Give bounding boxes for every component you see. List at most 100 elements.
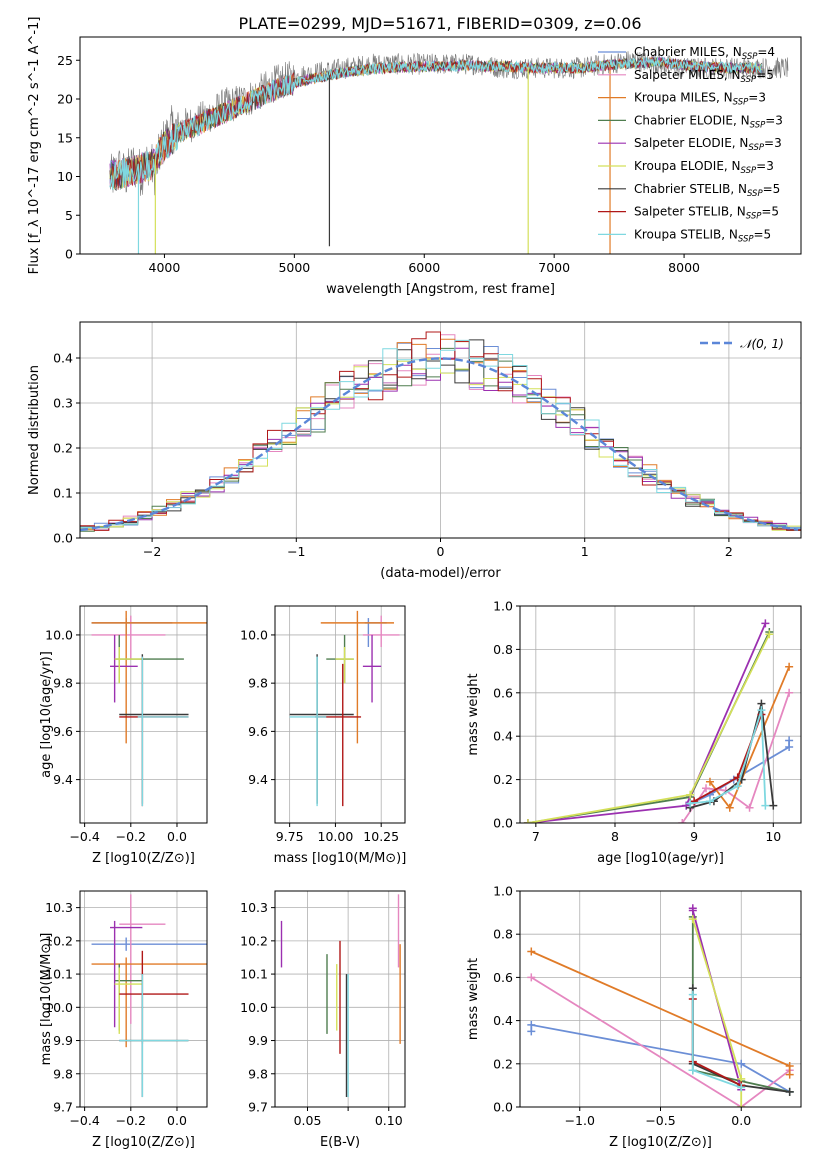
legend-entry: Chabrier STELIB, NSSP=5 [634, 182, 780, 199]
y-tick-label: 5 [65, 208, 73, 223]
x-axis-label: Z [log10(Z/Z⊙)] [92, 1135, 195, 1150]
x-tick-label: 2 [725, 544, 733, 559]
legend-subscript: SSP [733, 98, 749, 108]
y-tick-label: 0.6 [493, 685, 513, 700]
legend-label: Chabrier STELIB, N [634, 182, 747, 196]
series-marker [785, 1087, 794, 1096]
spectrum-model-line [109, 56, 763, 191]
series-marker [761, 619, 770, 628]
series-marker [686, 790, 695, 799]
x-tick-label: −2 [143, 544, 161, 559]
x-axis-label: wavelength [Angstrom, rest frame] [326, 282, 555, 297]
x-axis-label: Z [log10(Z/Z⊙)] [92, 851, 195, 866]
y-tick-label: 9.9 [248, 1033, 268, 1048]
series-marker [688, 990, 697, 999]
series-marker [785, 1070, 794, 1079]
series-marker [785, 662, 794, 671]
errorbar-group [280, 894, 401, 1098]
x-axis-label: age [log10(age/yr)] [597, 851, 724, 866]
series-marker [785, 736, 794, 745]
errorbar-group [289, 610, 400, 807]
y-tick-label: 9.6 [248, 724, 268, 739]
legend-subscript: SSP [750, 120, 766, 130]
legend-subscript: SSP [738, 234, 754, 244]
legend-suffix: =3 [748, 91, 766, 105]
panel-residuals: −2 −1 0 1 2 0.0 0.1 0.2 0.3 0.4 (data-model)/error… [27, 321, 802, 581]
legend-entry: Salpeter ELODIE, NSSP=3 [634, 136, 782, 153]
legend-label: Salpeter STELIB, N [634, 205, 746, 219]
series-marker [688, 906, 697, 915]
series-marker [702, 784, 711, 793]
spectrum-lines [109, 51, 789, 254]
x-tick-label: 5000 [278, 260, 310, 275]
y-tick-label: 10.3 [240, 900, 268, 915]
series-marker [761, 801, 770, 810]
series-marker [785, 688, 794, 697]
legend-suffix: =3 [764, 136, 782, 150]
legend-entry: Kroupa ELODIE, NSSP=3 [634, 159, 774, 176]
histogram-lines [80, 331, 801, 535]
legend-entry: Chabrier MILES, NSSP=4 [634, 45, 775, 62]
axes-frame [79, 890, 208, 1108]
axes-frame [79, 321, 802, 539]
y-tick-label: 9.7 [248, 1100, 268, 1115]
y-tick-label: 10.2 [240, 933, 268, 948]
normal-curve [80, 357, 799, 532]
y-tick-label: 0.0 [493, 816, 513, 831]
panel-weight_vs_Z: −1.0 −0.5 0.0 0.0 0.2 0.4 0.6 0.8 1.0 Z [log10(Z/… [466, 884, 802, 1150]
y-axis-label: Normed distribution [27, 365, 42, 495]
x-tick-label: −0.4 [69, 1113, 99, 1128]
legend-suffix: =5 [763, 182, 781, 196]
y-tick-label: 9.4 [53, 772, 73, 787]
legend-suffix: =3 [756, 159, 774, 173]
panel-spectrum: 4000 5000 6000 7000 8000 0 5 10 15 20 25 wavelength… [27, 17, 802, 297]
series-marker [785, 1061, 794, 1070]
x-tick-label: 7000 [538, 260, 570, 275]
y-tick-label: 15 [57, 130, 73, 145]
series-marker [745, 803, 754, 812]
x-tick-label: 4000 [149, 260, 181, 275]
y-tick-label: 10 [57, 169, 73, 184]
x-tick-label: 8000 [668, 260, 700, 275]
x-axis-label: mass [log10(M/M⊙)] [274, 851, 407, 866]
x-tick-label: 10.00 [318, 829, 354, 844]
y-tick-label: 0.6 [493, 970, 513, 985]
legend-label: Chabrier MILES, N [634, 45, 742, 59]
legend-subscript: SSP [747, 189, 763, 199]
legend-suffix: =5 [756, 68, 774, 82]
x-axis-label: E(B-V) [320, 1135, 360, 1150]
y-tick-label: 10.0 [240, 627, 268, 642]
x-axis-label: Z [log10(Z/Z⊙)] [609, 1135, 712, 1150]
x-tick-label: −1.0 [565, 1113, 595, 1128]
legend-label: Kroupa ELODIE, N [634, 159, 741, 173]
y-tick-label: 9.8 [53, 676, 73, 691]
x-tick-label: 9.75 [276, 829, 304, 844]
y-tick-label: 0.4 [493, 1013, 513, 1028]
legend-suffix: =5 [761, 205, 779, 219]
y-tick-label: 9.6 [53, 724, 73, 739]
y-tick-label: 9.8 [248, 1066, 268, 1081]
y-axis-label: mass weight [466, 958, 481, 1040]
x-tick-label: 1 [581, 544, 589, 559]
legend-entry: Kroupa STELIB, NSSP=5 [634, 227, 771, 244]
y-tick-label: 10.0 [45, 1000, 73, 1015]
axes-frame [79, 36, 802, 255]
series-group [527, 904, 794, 1107]
legend-suffix: =3 [765, 113, 783, 127]
y-tick-label: 9.8 [248, 676, 268, 691]
legend-label: Chabrier ELODIE, N [634, 113, 750, 127]
panel-mass_vs_ebv: 0.05 0.10 9.7 9.8 9.9 10.0 10.1 10.2 10.3 E(B-V) [240, 890, 406, 1150]
y-axis-label: age [log10(age/yr)] [39, 651, 54, 778]
x-axis-label: (data-model)/error [380, 566, 501, 581]
legend-subscript: SSP [742, 52, 758, 62]
series-marker [769, 801, 778, 810]
y-tick-label: 25 [57, 53, 73, 68]
axes-frame [274, 890, 406, 1108]
x-tick-label: 0.0 [731, 1113, 751, 1128]
legend-label: Salpeter MILES, N [634, 68, 741, 82]
y-tick-label: 10.0 [240, 1000, 268, 1015]
series-marker [678, 819, 687, 823]
x-tick-label: 8 [611, 829, 619, 844]
y-tick-label: 10.2 [45, 933, 73, 948]
series-marker [705, 777, 714, 786]
